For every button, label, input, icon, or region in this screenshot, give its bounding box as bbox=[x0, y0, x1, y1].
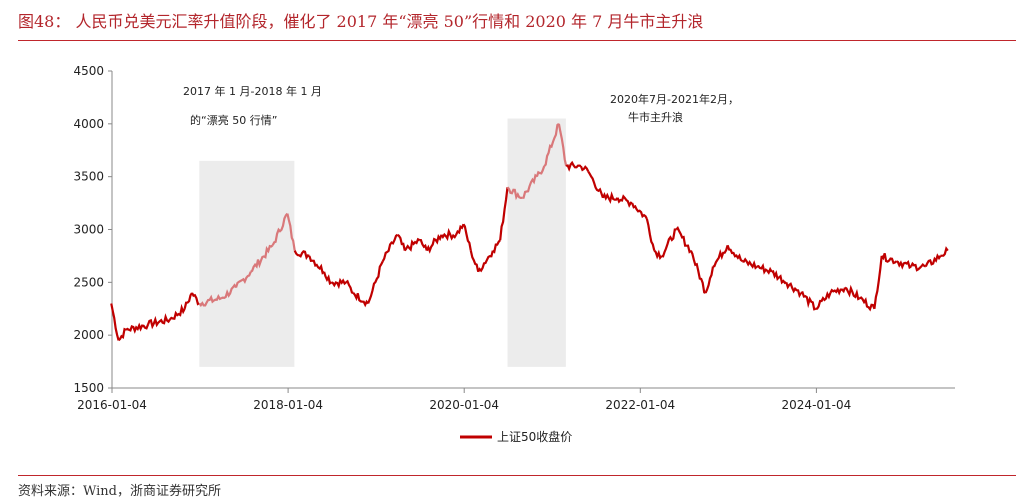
series-line-segment bbox=[183, 292, 193, 310]
series-line-segment bbox=[880, 252, 898, 265]
series-line-segment bbox=[271, 212, 289, 246]
highlight-annotation: 2017 年 1 月-2018 年 1 月 bbox=[183, 84, 322, 98]
series-line-segment bbox=[689, 250, 707, 294]
x-tick-label: 2018-01-04 bbox=[253, 398, 323, 412]
highlight-annotation: 2020年7月-2021年2月， bbox=[610, 92, 739, 106]
series-line-segment bbox=[345, 279, 354, 294]
series-line-segment bbox=[117, 327, 127, 342]
series-line-segment bbox=[800, 291, 816, 311]
series-line-segment bbox=[169, 303, 186, 321]
series-line-segment bbox=[815, 290, 832, 310]
y-tick-label: 4000 bbox=[73, 117, 104, 131]
series-line-segment bbox=[396, 233, 406, 251]
y-tick-label: 2500 bbox=[73, 275, 104, 289]
series-line-segment bbox=[352, 292, 369, 308]
series-line-segment bbox=[425, 233, 443, 254]
series-line-segment bbox=[125, 322, 150, 334]
series-line-segment bbox=[220, 283, 237, 300]
series-line-segment bbox=[191, 292, 200, 306]
y-tick-label: 3500 bbox=[73, 170, 104, 184]
series-line-segment bbox=[859, 296, 876, 312]
highlight-annotation: 的“漂亮 50 行情” bbox=[190, 113, 277, 127]
title-rule bbox=[18, 40, 1016, 41]
series-line-segment bbox=[419, 239, 428, 251]
series-line-segment bbox=[924, 253, 942, 267]
series-line-segment bbox=[631, 202, 648, 220]
series-line-segment bbox=[565, 160, 582, 172]
series-line-segment bbox=[522, 173, 538, 199]
series-line-segment bbox=[756, 262, 773, 275]
series-line-segment bbox=[704, 266, 715, 294]
series-line-segment bbox=[601, 191, 619, 204]
series-line-segment bbox=[367, 260, 384, 304]
series-line-segment bbox=[844, 284, 861, 301]
series-line-segment bbox=[771, 270, 787, 285]
series-line-segment bbox=[742, 257, 758, 270]
x-tick-label: 2024-01-04 bbox=[782, 398, 852, 412]
series-line-segment bbox=[234, 271, 252, 288]
series-line-segment bbox=[477, 250, 494, 273]
series-line-segment bbox=[469, 250, 480, 273]
series-line-segment bbox=[462, 223, 472, 251]
series-line-segment bbox=[330, 277, 347, 290]
y-tick-label: 4500 bbox=[73, 64, 104, 78]
series-line-segment bbox=[250, 244, 274, 273]
series-line-segment bbox=[535, 165, 546, 178]
series-line-segment bbox=[587, 170, 604, 199]
series-line-segment bbox=[873, 255, 883, 309]
series-line-segment bbox=[616, 194, 633, 208]
x-tick-label: 2020-01-04 bbox=[429, 398, 499, 412]
series-line-segment bbox=[323, 271, 333, 286]
y-tick-label: 3000 bbox=[73, 223, 104, 237]
series-line-segment bbox=[675, 226, 692, 254]
series-line-segment bbox=[653, 249, 663, 261]
highlight-region bbox=[199, 160, 295, 367]
highlight-region bbox=[507, 118, 566, 367]
series-line-segment bbox=[381, 233, 399, 262]
series-line-segment bbox=[293, 250, 310, 261]
source-note: 资料来源：Wind，浙商证券研究所 bbox=[18, 484, 221, 499]
series-line-segment bbox=[146, 313, 171, 330]
source-rule bbox=[18, 475, 1016, 476]
series-line-segment bbox=[506, 186, 523, 201]
series-line-segment bbox=[910, 261, 927, 272]
series-line-segment bbox=[492, 239, 502, 254]
line-chart: 2017 年 1 月-2018 年 1 月的“漂亮 50 行情” 2020年7月-… bbox=[73, 64, 955, 444]
x-tick-label: 2016-01-04 bbox=[77, 398, 147, 412]
y-tick-label: 2000 bbox=[73, 328, 104, 342]
series-line-segment bbox=[712, 244, 729, 268]
x-tick-label: 2022-01-04 bbox=[605, 398, 675, 412]
series-line-segment bbox=[661, 228, 677, 258]
series-line-segment bbox=[645, 218, 656, 251]
series-line-segment bbox=[579, 165, 590, 172]
series-line-segment bbox=[557, 123, 568, 167]
series-line-segment bbox=[499, 187, 509, 241]
series-line-segment bbox=[785, 281, 802, 299]
series-line-segment bbox=[440, 227, 458, 242]
series-line-segment bbox=[403, 237, 421, 252]
figure-title: 图48： 人民币兑美元汇率升值阶段，催化了 2017 年“漂亮 50”行情和 2… bbox=[18, 12, 704, 31]
series-line-segment bbox=[940, 246, 949, 257]
series-line-segment bbox=[286, 213, 296, 251]
y-tick-label: 1500 bbox=[73, 381, 104, 395]
series-line-segment bbox=[829, 286, 847, 296]
series-line-segment bbox=[726, 244, 744, 263]
series-line-segment bbox=[110, 303, 120, 341]
series-line-segment bbox=[895, 259, 912, 270]
legend-label: 上证50收盘价 bbox=[497, 429, 572, 444]
series-line-segment bbox=[543, 122, 560, 167]
series-line-segment bbox=[198, 294, 222, 307]
series-line-segment bbox=[455, 223, 465, 236]
highlight-annotation: 牛市主升浪 bbox=[628, 110, 683, 124]
series-line-segment bbox=[308, 255, 325, 275]
